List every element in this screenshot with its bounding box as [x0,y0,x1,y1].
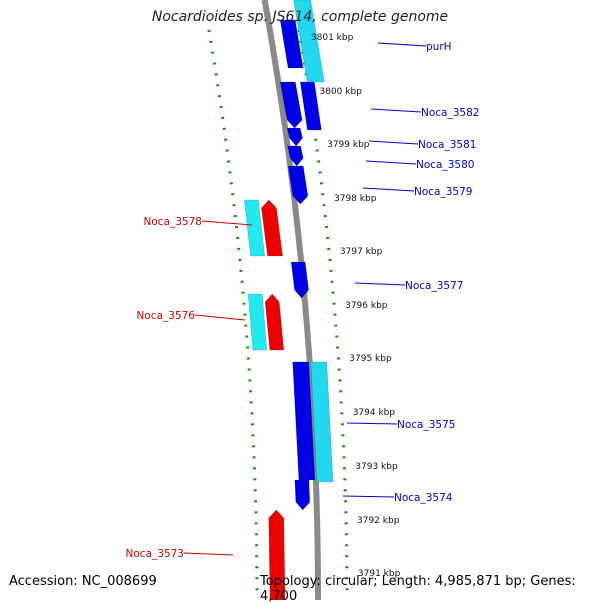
backbone-circle [261,0,321,600]
gene-label: Noca_3580 [416,159,474,171]
tick-label: 3801 kbp [311,33,354,43]
gene-label: Noca_3578 [144,216,202,228]
cds-forward-1 [279,81,303,129]
rna-reverse-2 [247,293,268,351]
label-leader-line [365,160,417,165]
cds-noca-3577 [290,261,309,299]
gene-label: purH [426,41,452,53]
cds-noca-3580 [287,145,304,167]
gene-label: Noca_3576 [137,310,196,322]
label-leader-line [201,220,253,226]
cds-purH [279,19,304,69]
gene-features [244,0,334,601]
label-leader-line [362,187,415,192]
backbone-layer [261,0,321,600]
tick-label: 3795 kbp [349,354,392,364]
rna-reverse-1 [244,199,265,257]
cds-noca-3578 [261,199,283,257]
label-leader-line [368,140,419,145]
cds-noca-3574 [294,479,311,511]
rna-forward-1 [293,0,325,83]
gene-label: Noca_3573 [126,548,184,560]
gene-label: Noca_3577 [405,280,463,292]
cds-noca-3576 [264,293,285,351]
label-leader-line [194,314,246,321]
accession-text: Accession: NC_008699 [9,574,157,589]
tick-label: 3797 kbp [340,247,383,257]
label-leader-line [346,422,398,425]
cds-noca-3579 [287,165,309,205]
tick-label: 3799 kbp [327,140,370,150]
tick-label: 3796 kbp [345,301,388,311]
ruler-ticks: 3801 kbp 3800 kbp 3799 kbp 3798 kbp 3797 kbp… [311,33,401,579]
label-leader-line [183,552,234,556]
ruler-dots [207,29,349,598]
label-leader-line [354,282,406,286]
tick-label: 3791 kbp [358,569,401,579]
gene-label: Noca_3574 [394,492,453,504]
label-leader-line [342,495,395,498]
tick-label: 3794 kbp [353,408,396,418]
tick-label: 3793 kbp [355,462,398,472]
cds-forward-2 [299,81,322,131]
outer-ruler-circle [297,29,349,598]
label-leader-line [370,108,422,113]
gene-label: Noca_3579 [414,186,472,198]
gene-label: Noca_3575 [397,419,455,431]
gene-label: Noca_3581 [418,139,476,151]
label-leader-line [377,42,427,47]
gene-label: Noca_3582 [421,107,479,119]
cds-noca-3575 [292,361,316,481]
tick-label: 3798 kbp [334,194,377,204]
gene-labels: purH Noca_3582 Noca_3581 Noca_3580 Noca_3579… [126,41,480,560]
rna-forward-2 [310,361,334,483]
cds-noca-3581 [286,127,303,147]
inner-ruler-circle [207,29,259,598]
map-title: Nocardioides sp. JS614, complete genome [151,9,449,25]
tick-label: 3800 kbp [320,87,363,97]
tick-label: 3792 kbp [357,516,400,526]
